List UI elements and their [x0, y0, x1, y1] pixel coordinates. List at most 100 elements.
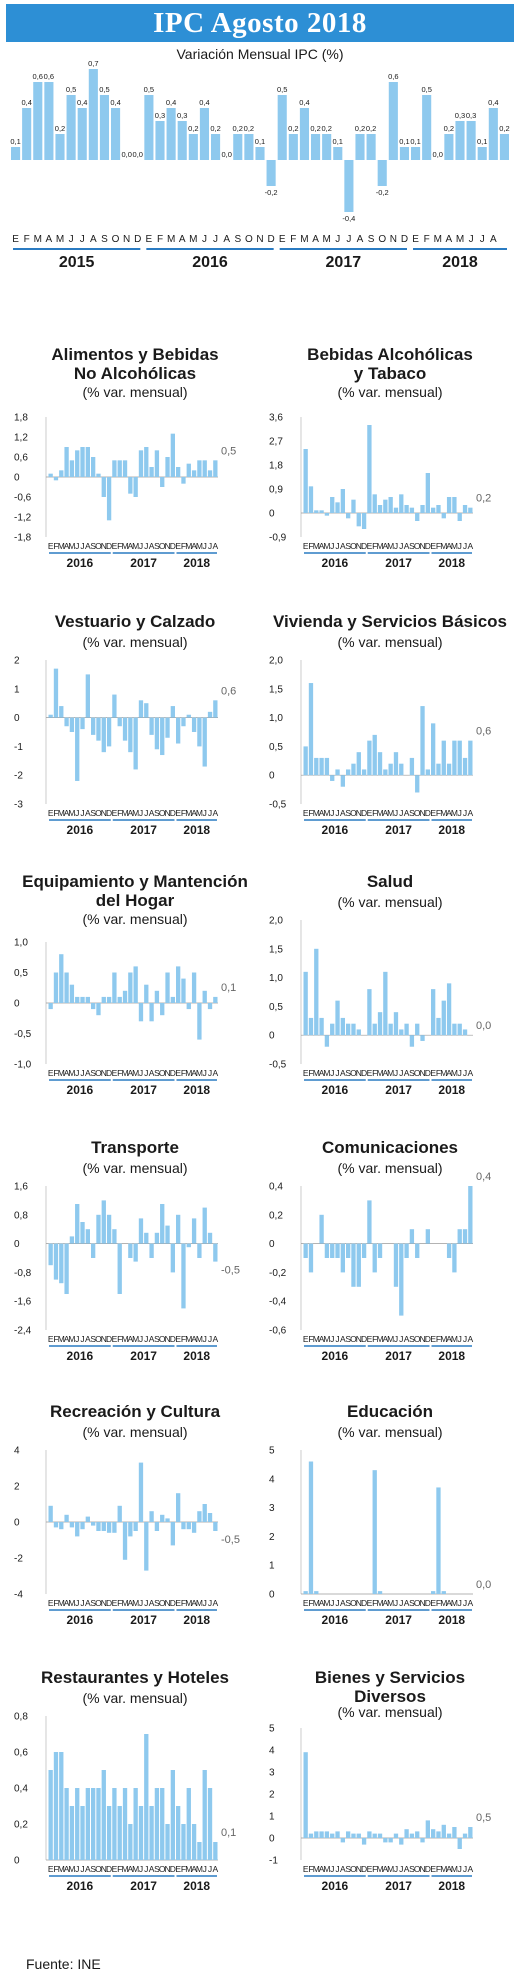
bar [99, 95, 109, 160]
month-tick-label: S [90, 541, 96, 551]
bar [149, 1806, 154, 1860]
data-label: 0,6 [388, 72, 398, 81]
month-tick-label: E [112, 541, 118, 551]
y-tick-label: 2 [269, 1532, 275, 1543]
month-tick-label: N [164, 541, 170, 551]
bar [409, 1035, 415, 1047]
chart-vivienda: 2,01,51,00,50-0,50,6E F MAM J J A S ON D E F MAM J J A… [269, 656, 491, 838]
bar [191, 1824, 197, 1860]
month-tick-label: A [191, 1864, 197, 1874]
month-tick-label: M [196, 1334, 203, 1344]
bar [191, 1522, 197, 1533]
bar [409, 757, 415, 776]
month-tick-label: M [376, 808, 383, 818]
month-tick-label: E [303, 1598, 309, 1608]
month-tick-label: A [446, 1864, 452, 1874]
bar [340, 1243, 345, 1273]
bar [64, 972, 69, 1003]
month-tick-label: O [95, 1068, 102, 1078]
bar [213, 1522, 218, 1531]
y-tick-label: 0,4 [14, 1784, 28, 1795]
month-tick-label: D [425, 1598, 431, 1608]
bar [207, 1232, 213, 1244]
y-tick-label: -3 [14, 800, 23, 811]
year-label: 2017 [130, 1613, 157, 1627]
month-tick-label: M [121, 1334, 128, 1344]
bar [335, 1000, 340, 1036]
month-tick-label: J [144, 1068, 148, 1078]
bar [425, 1229, 430, 1244]
bar [101, 996, 106, 1003]
month-tick-label: E [367, 1598, 373, 1608]
month-tick-label: A [149, 1334, 155, 1344]
month-tick-label: J [202, 234, 207, 245]
month-tick-label: J [335, 808, 339, 818]
bar [388, 1023, 393, 1036]
month-tick-label: M [196, 541, 203, 551]
month-tick-label: A [213, 1598, 219, 1608]
month-tick-label: A [191, 541, 197, 551]
month-tick-label: A [319, 1598, 325, 1608]
year-label: 2018 [183, 1613, 210, 1627]
month-tick-label: D [170, 1068, 176, 1078]
month-tick-label: N [419, 541, 425, 551]
data-label: 0,4 [110, 98, 120, 107]
bar [191, 972, 197, 1003]
month-tick-label: A [128, 1598, 134, 1608]
bar [117, 1806, 122, 1860]
month-tick-label: M [451, 1068, 458, 1078]
year-label: 2016 [322, 823, 349, 837]
bar [355, 134, 365, 160]
month-tick-label: M [313, 541, 320, 551]
month-tick-label: M [58, 541, 65, 551]
month-tick-label: E [367, 1068, 373, 1078]
bar [351, 1243, 356, 1287]
year-label: 2018 [183, 1083, 210, 1097]
month-tick-label: N [101, 808, 107, 818]
bar [170, 433, 175, 477]
month-tick-label: J [394, 1598, 398, 1608]
month-tick-label: N [419, 1864, 425, 1874]
bar [399, 147, 409, 160]
month-tick-label: J [399, 1864, 403, 1874]
month-tick-label: F [436, 808, 441, 818]
month-tick-label: F [24, 234, 30, 245]
bar [431, 1591, 436, 1594]
bar [436, 505, 441, 513]
month-tick-label: J [335, 1334, 339, 1344]
bar [202, 1770, 207, 1860]
y-tick-label: 2 [14, 656, 20, 667]
month-tick-label: E [367, 541, 373, 551]
bar [176, 467, 181, 477]
month-tick-label: A [468, 1598, 474, 1608]
month-tick-label: F [117, 1068, 122, 1078]
month-tick-label: O [350, 541, 357, 551]
year-label: 2016 [322, 1083, 349, 1097]
month-tick-label: A [404, 1334, 410, 1344]
y-tick-label: -0,2 [269, 1268, 287, 1279]
month-tick-label: S [345, 808, 351, 818]
month-tick-label: J [330, 1864, 334, 1874]
data-label: 0,2 [355, 124, 365, 133]
bar [33, 82, 43, 160]
bar [466, 121, 476, 160]
data-label: 0,0 [433, 150, 443, 159]
bar [351, 1833, 356, 1838]
panel-transporte: Transporte (% var. mensual) 1,6 0,8 0 -0,8 -… [10, 1138, 260, 1383]
y-tick-label: -0,6 [14, 493, 32, 504]
bar [64, 717, 69, 727]
month-tick-label: F [308, 541, 313, 551]
bar [319, 1017, 324, 1036]
bar [96, 717, 101, 741]
month-tick-label: A [404, 541, 410, 551]
y-tick-label: -0,5 [14, 1029, 32, 1040]
panel-subtitle: (% var. mensual) [337, 894, 443, 910]
y-tick-label: 1,8 [14, 413, 28, 424]
y-tick-label: 3 [269, 1503, 275, 1514]
bar [383, 971, 388, 1036]
data-label: 0,1 [399, 137, 409, 146]
month-tick-label: M [132, 541, 139, 551]
bar [106, 1214, 112, 1244]
month-tick-label: J [335, 1068, 339, 1078]
month-tick-label: F [372, 808, 377, 818]
